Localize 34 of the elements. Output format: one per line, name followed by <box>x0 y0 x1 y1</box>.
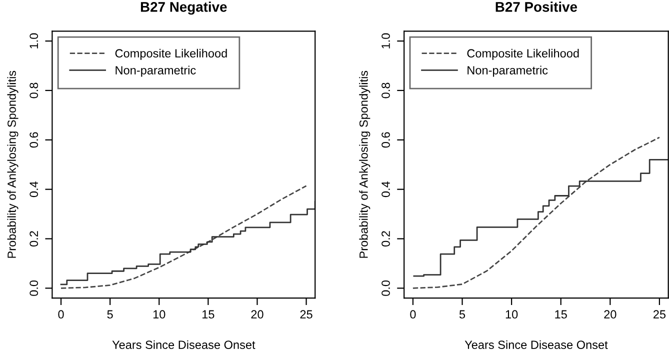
chart-title: B27 Positive <box>496 2 578 12</box>
x-tick-label: 15 <box>202 310 214 319</box>
y-tick-label: 0.4 <box>30 181 38 198</box>
legend-label: Composite Likelihood <box>115 48 227 60</box>
y-tick-label: 0.2 <box>382 231 390 246</box>
y-tick-label: 0.6 <box>30 132 38 148</box>
chart-title: B27 Negative <box>140 2 227 15</box>
x-tick-label: 5 <box>107 310 113 319</box>
legend-label: Composite Likelihood <box>467 48 579 60</box>
legend-label: Non-parametric <box>116 66 196 77</box>
y-tick-label: 0.6 <box>382 132 390 148</box>
x-axis-title: Years Since Disease Onset <box>112 340 256 349</box>
legend-label: Non-parametric <box>468 66 548 77</box>
x-tick-label: 20 <box>604 310 616 319</box>
x-tick-label: 10 <box>506 310 518 319</box>
y-tick-label: 0.2 <box>30 231 38 246</box>
x-tick-label: 25 <box>300 310 312 319</box>
x-tick-label: 0 <box>58 310 64 319</box>
x-tick-label: 15 <box>555 310 567 319</box>
y-tick-label: 1.0 <box>382 33 390 48</box>
x-tick-label: 25 <box>653 310 666 319</box>
x-tick-label: 5 <box>459 310 466 319</box>
y-tick-label: 0.4 <box>382 181 390 198</box>
x-tick-label: 10 <box>153 310 166 319</box>
y-axis-title: Probability of Ankylosing Spondylitis <box>7 70 18 258</box>
y-tick-label: 1.0 <box>30 33 38 48</box>
x-axis-title: Years Since Disease Onset <box>464 340 608 349</box>
y-axis-title: Probability of Ankylosing Spondylitis <box>359 70 370 258</box>
y-tick-label: 0.0 <box>382 280 390 296</box>
x-tick-label: 0 <box>410 310 416 319</box>
y-tick-label: 0.8 <box>30 82 38 98</box>
x-tick-label: 20 <box>251 310 264 319</box>
y-tick-label: 0.8 <box>382 82 390 98</box>
y-tick-label: 0.0 <box>30 280 38 296</box>
